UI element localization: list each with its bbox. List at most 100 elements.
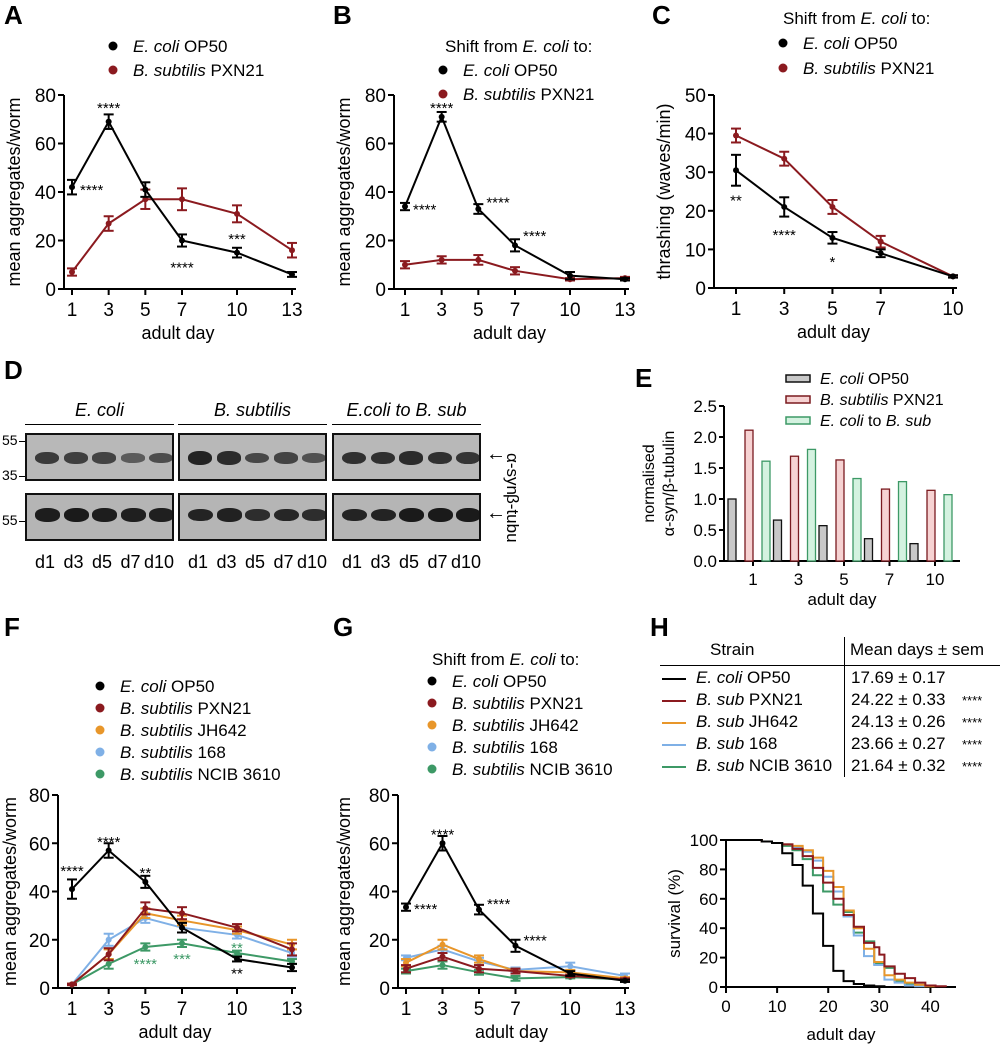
data-point <box>289 247 295 254</box>
y-tick-label: 80 <box>365 86 386 107</box>
protein-band <box>63 508 89 522</box>
strain-name: B. sub JH642 <box>696 712 799 731</box>
mean-days-value: 24.22 ± 0.33 <box>851 690 946 709</box>
protein-band <box>427 451 452 465</box>
legend-label: E. coli OP50 <box>820 371 909 388</box>
y-axis-label: mean aggregates/worm <box>334 97 354 286</box>
x-tick-label: 13 <box>281 300 302 321</box>
lane-label: d5 <box>91 552 113 572</box>
y-tick-label: 100 <box>690 831 718 850</box>
legend-marker <box>108 41 118 51</box>
x-tick-label: 1 <box>400 300 411 321</box>
data-point <box>142 905 149 912</box>
y-tick-label: 20 <box>29 931 50 952</box>
bar <box>744 429 754 562</box>
table-row: B. sub 168 23.66 ± 0.27 **** <box>650 734 1000 756</box>
legend-marker <box>427 698 437 708</box>
legend-marker <box>427 742 437 752</box>
blot-group-rule <box>25 424 174 425</box>
survival-curve <box>726 839 937 988</box>
data-point <box>512 942 519 949</box>
legend-title: Shift from E. coli to: <box>432 650 579 669</box>
significance-marker: **** <box>773 227 797 244</box>
x-tick-label: 5 <box>827 299 838 320</box>
data-point <box>403 904 409 911</box>
chart-panel-B: Shift from E. coli to: E. coli OP50 B. sub… <box>334 37 636 343</box>
legend-label: E. coli to B. sub <box>820 413 931 430</box>
series-line <box>71 907 293 986</box>
x-axis-label: adult day <box>473 323 546 343</box>
survival-curve <box>726 839 886 988</box>
legend-marker <box>95 725 105 735</box>
protein-band <box>342 451 366 465</box>
y-tick-label: 40 <box>685 125 706 146</box>
protein-band <box>273 508 299 522</box>
chart-panel-C: Shift from E. coli to: E. coli OP50 B. sub… <box>654 9 964 342</box>
table-row: B. sub PXN21 24.22 ± 0.33 **** <box>650 690 1000 712</box>
data-point <box>105 118 112 125</box>
legend-label: B. subtilis 168 <box>452 738 558 757</box>
series-line <box>71 942 293 986</box>
lane-label: d1 <box>34 552 56 572</box>
series-line <box>71 916 293 986</box>
y-tick-label: 80 <box>369 786 390 807</box>
data-point <box>179 940 185 947</box>
data-point <box>829 234 836 241</box>
protein-band <box>456 451 479 465</box>
lane-label: d7 <box>273 552 294 572</box>
data-point <box>69 184 75 191</box>
protein-band <box>149 508 172 522</box>
data-point <box>234 249 240 256</box>
protein-band <box>63 452 88 464</box>
y-tick-label: 0 <box>39 979 50 1000</box>
alpha-syn-blot <box>332 433 481 481</box>
significance-marker: **** <box>962 693 983 708</box>
chart-panel-H: 0 20 40 60 80 100 0 10 20 30 40 adult day survival (… <box>665 831 956 1044</box>
protein-band <box>120 453 145 463</box>
protein-band <box>302 509 325 521</box>
data-point <box>289 946 295 953</box>
series-line <box>405 841 626 982</box>
mw-tick <box>19 441 25 442</box>
x-tick-label: 3 <box>103 300 114 321</box>
legend-label: E. coli OP50 <box>133 37 228 56</box>
series-line <box>405 943 626 980</box>
data-point <box>512 267 518 274</box>
bar <box>789 455 800 562</box>
beta-tubulin-blot <box>178 493 327 541</box>
y-tick-label: 20 <box>685 202 706 223</box>
y-tick-label: 2.0 <box>693 428 717 447</box>
bar <box>909 542 919 562</box>
legend-label: B. subtilis PXN21 <box>803 59 934 78</box>
data-point <box>179 196 185 203</box>
y-tick-label: 1.5 <box>693 459 717 478</box>
legend-label: B. subtilis JH642 <box>452 716 579 735</box>
significance-marker: ** <box>231 966 243 983</box>
lane-label: d1 <box>187 552 209 572</box>
protein-band <box>399 451 423 465</box>
legend-marker <box>778 38 788 48</box>
bar <box>818 525 828 562</box>
legend-label: B. subtilis PXN21 <box>820 392 944 409</box>
y-axis-label: survival (%) <box>665 869 684 958</box>
bar <box>943 494 953 562</box>
y-tick-label: 40 <box>35 183 56 204</box>
series-line <box>71 198 293 273</box>
table-row: E. coli OP50 17.69 ± 0.17 <box>650 668 1000 690</box>
x-tick-label: 5 <box>140 999 151 1020</box>
data-point <box>622 276 628 283</box>
legend-label: E. coli OP50 <box>803 34 898 53</box>
x-tick-label: 7 <box>510 999 521 1020</box>
x-axis-label: adult day <box>797 322 870 342</box>
legend-marker <box>427 720 437 730</box>
significance-marker: **** <box>60 863 84 880</box>
protein-band <box>245 452 269 464</box>
data-point <box>179 910 185 917</box>
x-axis-label: adult day <box>475 1022 548 1042</box>
strain-name: B. sub PXN21 <box>696 690 803 709</box>
bar <box>863 538 874 562</box>
arrow-icon: ← <box>486 502 506 524</box>
mw-marker: 35 <box>2 467 18 483</box>
protein-band <box>456 508 479 522</box>
